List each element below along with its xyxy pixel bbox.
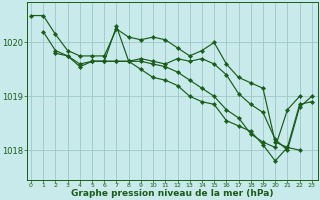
X-axis label: Graphe pression niveau de la mer (hPa): Graphe pression niveau de la mer (hPa) [71, 189, 274, 198]
